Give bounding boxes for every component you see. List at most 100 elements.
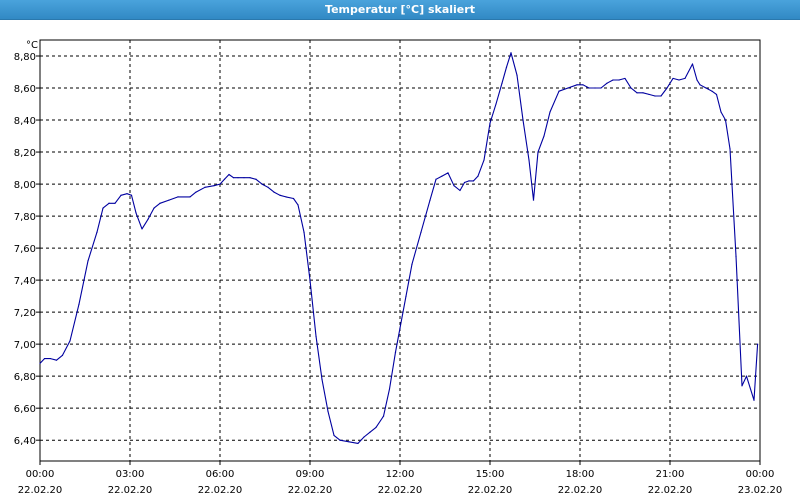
y-tick-label: 8,00 bbox=[14, 180, 36, 191]
data-point bbox=[757, 343, 759, 345]
y-axis-unit-label: °C bbox=[26, 40, 38, 51]
y-tick-label: 6,60 bbox=[14, 404, 36, 415]
data-point bbox=[441, 175, 443, 177]
data-point bbox=[382, 415, 385, 417]
x-tick-date-label: 23.02.20 bbox=[738, 485, 783, 496]
data-point bbox=[141, 228, 143, 230]
data-point bbox=[49, 357, 52, 360]
data-point bbox=[228, 173, 230, 176]
x-tick-date-label: 22.02.20 bbox=[18, 485, 63, 496]
data-point bbox=[600, 87, 602, 89]
data-point bbox=[153, 207, 155, 209]
data-point bbox=[558, 90, 560, 92]
data-point bbox=[576, 84, 578, 86]
data-point bbox=[678, 79, 680, 81]
x-tick-date-label: 22.02.20 bbox=[288, 485, 333, 496]
data-point bbox=[55, 359, 58, 361]
data-point bbox=[453, 185, 455, 187]
data-point bbox=[735, 255, 737, 257]
data-point bbox=[606, 82, 608, 84]
data-point bbox=[537, 151, 539, 153]
x-tick-time-label: 00:00 bbox=[26, 469, 55, 480]
data-point bbox=[495, 103, 497, 105]
data-point bbox=[411, 263, 413, 265]
x-tick-time-label: 15:00 bbox=[476, 469, 505, 480]
data-point bbox=[429, 199, 431, 201]
data-point bbox=[522, 119, 524, 121]
data-point bbox=[399, 327, 401, 329]
y-tick-labels: 6,40 6,60 6,80 7,00 7,20 7,40 7,60 7,80 8,00 8,20… bbox=[14, 52, 36, 447]
data-point bbox=[232, 177, 235, 179]
data-points bbox=[39, 52, 759, 444]
data-point bbox=[654, 95, 656, 97]
data-point bbox=[420, 231, 422, 233]
data-point bbox=[96, 231, 98, 233]
data-point bbox=[612, 79, 614, 81]
data-point bbox=[273, 191, 275, 193]
data-point bbox=[648, 93, 650, 96]
data-point bbox=[624, 77, 626, 80]
data-point bbox=[114, 202, 116, 204]
y-tick-label: 7,60 bbox=[14, 244, 36, 255]
y-tick-label: 8,80 bbox=[14, 52, 36, 63]
data-point bbox=[720, 111, 722, 113]
x-tick-date-label: 22.02.20 bbox=[558, 485, 603, 496]
data-point bbox=[285, 196, 287, 198]
data-point bbox=[39, 362, 41, 364]
data-point bbox=[297, 204, 299, 206]
data-point bbox=[249, 177, 251, 179]
data-point bbox=[102, 207, 104, 209]
data-point bbox=[696, 79, 698, 81]
data-point bbox=[567, 87, 569, 89]
x-tick-time-label: 06:00 bbox=[206, 469, 235, 480]
y-tick-label: 6,80 bbox=[14, 372, 36, 383]
data-point bbox=[729, 148, 731, 150]
data-point bbox=[168, 199, 170, 201]
x-tick-date-label: 22.02.20 bbox=[108, 485, 153, 496]
data-point bbox=[189, 196, 191, 198]
data-point bbox=[516, 74, 518, 76]
data-point bbox=[223, 178, 226, 180]
chart-title: Temperatur [°C] skaliert bbox=[0, 0, 800, 20]
data-point bbox=[87, 260, 89, 262]
data-point bbox=[477, 175, 479, 177]
data-point bbox=[435, 178, 437, 180]
data-point bbox=[219, 183, 221, 185]
x-tick-date-label: 22.02.20 bbox=[468, 485, 513, 496]
data-point bbox=[267, 186, 269, 188]
data-point bbox=[339, 439, 341, 441]
data-point bbox=[369, 431, 371, 433]
data-point bbox=[204, 186, 206, 188]
x-tick-time-label: 18:00 bbox=[566, 469, 595, 480]
data-point bbox=[510, 52, 512, 54]
data-point bbox=[375, 426, 377, 428]
data-point bbox=[255, 178, 257, 180]
data-point bbox=[660, 95, 662, 97]
data-point bbox=[69, 340, 71, 342]
data-point bbox=[472, 180, 475, 182]
y-tick-label: 8,40 bbox=[14, 116, 36, 127]
data-point bbox=[78, 303, 80, 305]
x-tick-date-label: 22.02.20 bbox=[378, 485, 423, 496]
data-point bbox=[630, 87, 632, 89]
data-point bbox=[501, 82, 503, 84]
data-point bbox=[745, 375, 748, 377]
data-point bbox=[705, 87, 707, 89]
y-tick-label: 7,40 bbox=[14, 276, 36, 287]
data-point bbox=[582, 84, 584, 86]
data-point bbox=[327, 410, 329, 412]
temperature-chart: °C 6,40 6,60 6,80 7,00 7,20 7,40 7,60 7,80 8,00 8… bbox=[14, 39, 783, 496]
data-point bbox=[147, 218, 149, 220]
data-point bbox=[594, 87, 596, 89]
data-point bbox=[159, 202, 161, 204]
data-point bbox=[357, 442, 359, 444]
data-point bbox=[691, 63, 694, 65]
data-point bbox=[447, 172, 449, 174]
data-point bbox=[753, 399, 755, 401]
data-point bbox=[528, 159, 530, 161]
data-point bbox=[588, 87, 590, 89]
data-point bbox=[489, 122, 491, 124]
x-tick-date-label: 22.02.20 bbox=[648, 485, 693, 496]
x-tick-time-label: 03:00 bbox=[116, 469, 145, 480]
data-point bbox=[394, 351, 397, 353]
